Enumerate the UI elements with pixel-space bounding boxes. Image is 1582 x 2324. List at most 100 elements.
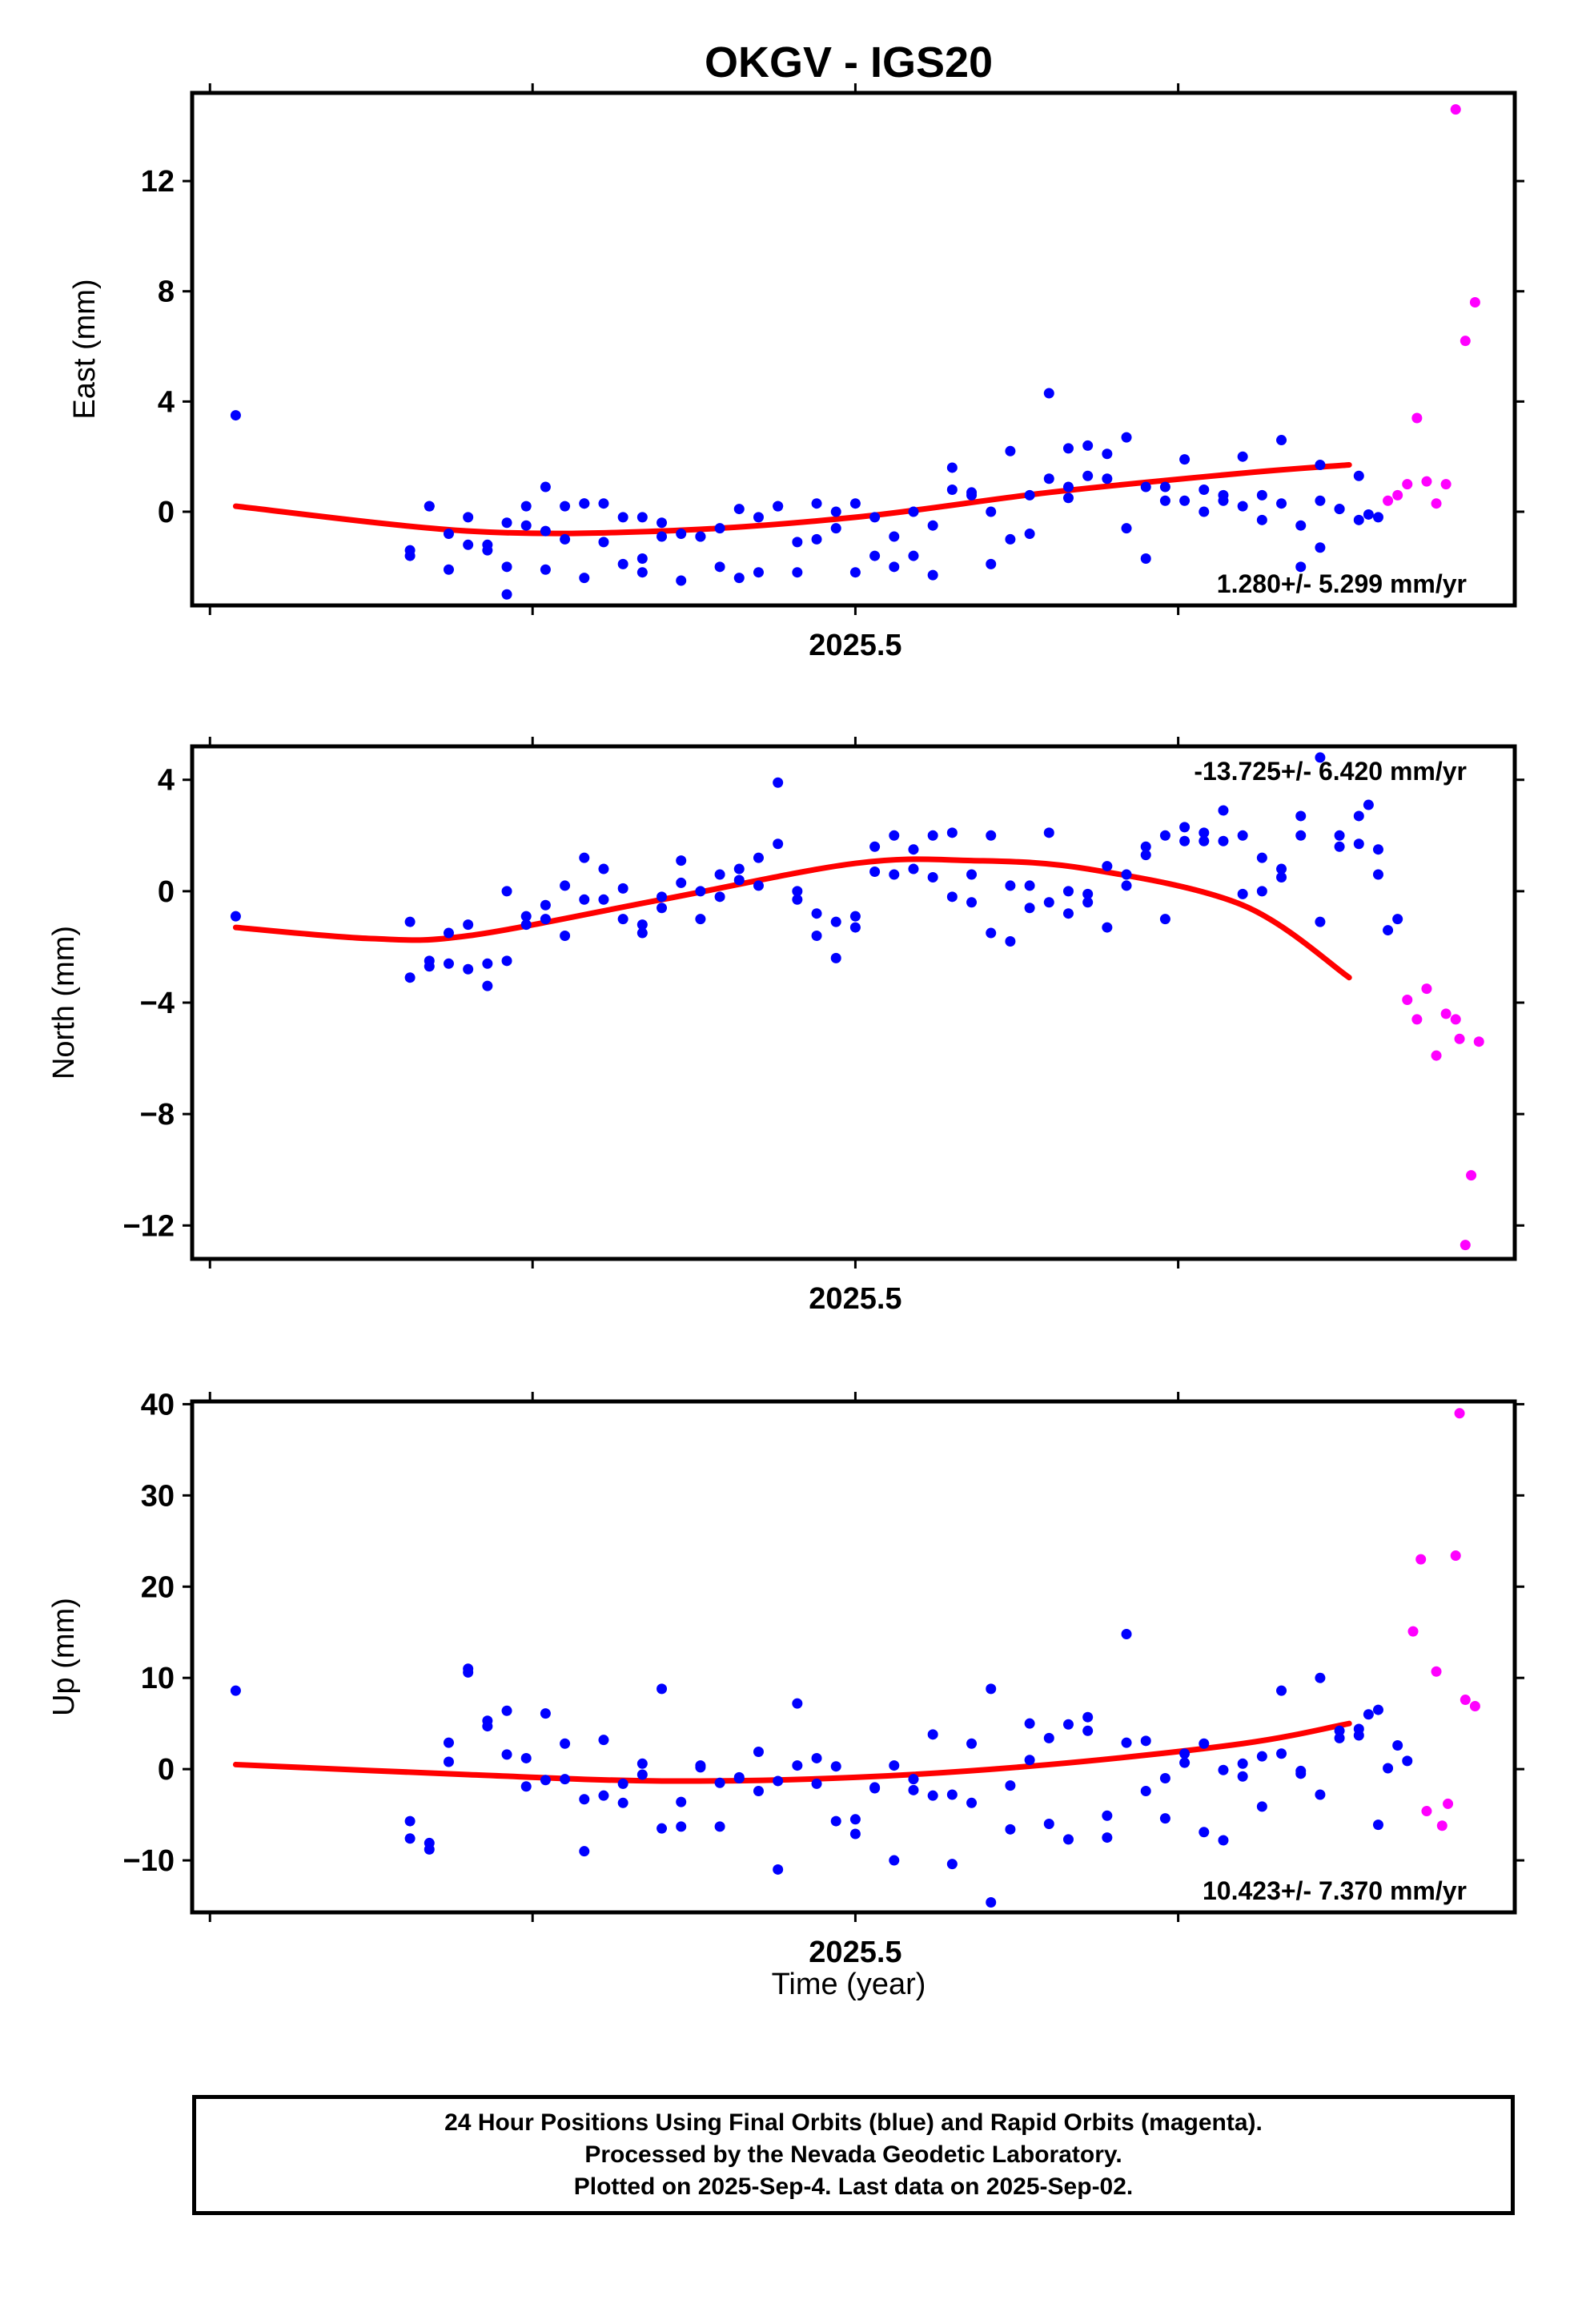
final-orbit-point — [1295, 830, 1307, 841]
final-orbit-point — [1237, 451, 1248, 462]
fit-line — [232, 1720, 1352, 1784]
final-orbit-point — [1140, 1785, 1151, 1796]
final-orbit-point — [1199, 827, 1210, 838]
final-orbit-point — [617, 914, 628, 925]
final-orbit-point — [1218, 1835, 1229, 1846]
final-orbit-point — [1237, 1758, 1248, 1769]
final-orbit-point — [889, 869, 900, 880]
final-orbit-point — [540, 1708, 551, 1719]
final-orbit-point — [966, 1797, 978, 1808]
rapid-orbit-point — [1421, 1806, 1432, 1817]
y-tick-label: −4 — [140, 987, 175, 1020]
final-orbit-point — [443, 958, 454, 969]
final-orbit-point — [598, 498, 609, 509]
y-tick-label: 0 — [158, 875, 175, 909]
final-orbit-point — [598, 1735, 609, 1746]
final-orbit-point — [579, 1794, 590, 1805]
final-orbit-point — [636, 553, 648, 565]
final-orbit-point — [927, 569, 938, 581]
final-orbit-point — [540, 564, 551, 575]
final-orbit-point — [811, 498, 822, 509]
final-orbit-point — [1276, 1748, 1287, 1759]
final-orbit-point — [869, 841, 881, 852]
y-tick-label: 30 — [141, 1479, 175, 1513]
final-orbit-point — [540, 1775, 551, 1786]
final-orbit-point — [773, 1775, 784, 1787]
final-orbit-point — [1363, 509, 1374, 520]
final-orbit-point — [463, 919, 474, 931]
final-orbit-point — [1199, 506, 1210, 517]
final-orbit-point — [1082, 897, 1094, 908]
rapid-orbit-point — [1431, 1666, 1442, 1677]
final-orbit-point — [986, 506, 997, 517]
final-orbit-point — [1159, 914, 1170, 925]
final-orbit-point — [617, 558, 628, 569]
final-orbit-point — [830, 506, 841, 517]
final-orbit-point — [1363, 1709, 1374, 1720]
final-orbit-point — [579, 852, 590, 863]
x-tick-label: 2025.5 — [809, 1936, 901, 1969]
final-orbit-point — [1062, 908, 1074, 919]
rate-label: -13.725+/- 6.420 mm/yr — [1194, 757, 1467, 786]
final-orbit-point — [443, 564, 454, 575]
final-orbit-point — [830, 916, 841, 927]
rapid-orbit-point — [1431, 498, 1442, 509]
final-orbit-point — [753, 1746, 764, 1757]
final-orbit-point — [520, 1781, 532, 1792]
final-orbit-point — [1179, 454, 1191, 465]
final-orbit-point — [676, 1796, 687, 1807]
final-orbit-point — [617, 883, 628, 894]
final-orbit-point — [676, 855, 687, 866]
final-orbit-point — [540, 525, 551, 537]
rapid-orbit-point — [1469, 297, 1480, 308]
final-orbit-point — [830, 1815, 841, 1827]
final-orbit-point — [792, 886, 803, 897]
final-orbit-point — [1218, 495, 1229, 506]
final-orbit-point — [501, 1749, 512, 1760]
final-orbit-point — [753, 1785, 764, 1796]
final-orbit-point — [753, 567, 764, 578]
final-orbit-point — [830, 952, 841, 963]
final-orbit-point — [1315, 1672, 1326, 1683]
final-orbit-point — [1159, 1773, 1170, 1784]
final-orbit-point — [1237, 501, 1248, 512]
final-orbit-point — [908, 863, 919, 875]
final-orbit-point — [849, 1828, 861, 1839]
final-orbit-point — [986, 1896, 997, 1908]
final-orbit-point — [1256, 489, 1267, 501]
rapid-orbit-point — [1402, 479, 1413, 490]
y-axis-label: Up (mm) — [47, 1598, 81, 1716]
final-orbit-point — [908, 550, 919, 561]
final-orbit-point — [869, 1782, 881, 1793]
caption-line-3: Plotted on 2025-Sep-4. Last data on 2025… — [573, 2173, 1134, 2200]
final-orbit-point — [753, 852, 764, 863]
final-orbit-point — [501, 589, 512, 600]
final-orbit-point — [986, 927, 997, 939]
final-orbit-point — [733, 875, 745, 886]
final-orbit-point — [811, 1778, 822, 1789]
fit-line — [232, 856, 1352, 981]
final-orbit-point — [1315, 542, 1326, 553]
final-orbit-point — [1005, 1823, 1016, 1835]
final-orbit-point — [1082, 1711, 1094, 1723]
final-orbit-point — [443, 927, 454, 939]
final-orbit-point — [482, 980, 493, 991]
final-orbit-point — [889, 1760, 900, 1771]
final-orbit-point — [1315, 460, 1326, 471]
final-orbit-point — [1402, 1755, 1413, 1767]
final-orbit-point — [792, 567, 803, 578]
rapid-orbit-point — [1450, 1550, 1461, 1562]
final-orbit-point — [676, 1821, 687, 1832]
final-orbit-point — [404, 1833, 416, 1844]
final-orbit-point — [656, 903, 668, 914]
final-orbit-point — [714, 1777, 725, 1788]
final-orbit-point — [869, 550, 881, 561]
y-tick-label: −8 — [140, 1098, 175, 1132]
final-orbit-point — [424, 961, 435, 972]
y-tick-label: 0 — [158, 496, 175, 529]
rapid-orbit-point — [1454, 1033, 1465, 1044]
final-orbit-point — [733, 573, 745, 584]
final-orbit-point — [1237, 888, 1248, 899]
final-orbit-point — [1295, 1768, 1307, 1779]
final-orbit-point — [1005, 880, 1016, 891]
